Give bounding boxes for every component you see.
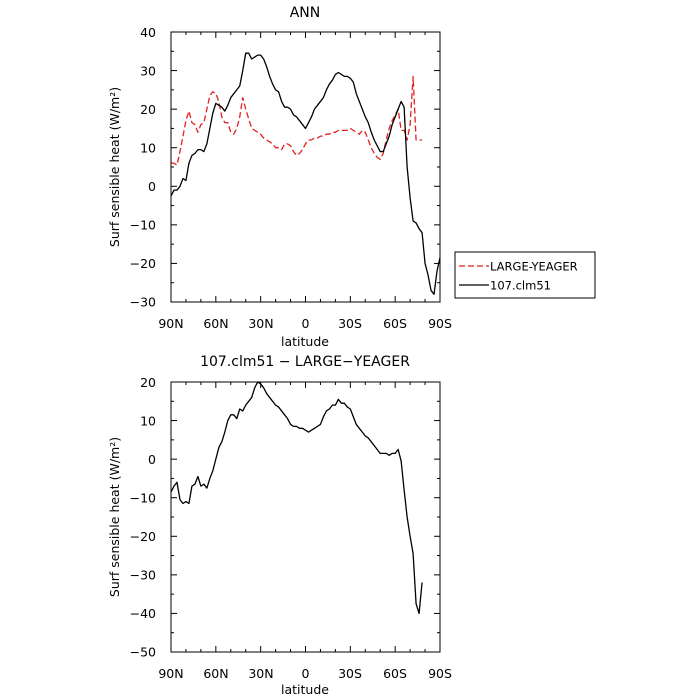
bottom-x-tick-label: 30S: [338, 666, 362, 681]
top-series-line-large-yeager: [171, 75, 423, 166]
bottom-y-tick-label: −50: [130, 645, 156, 660]
top-x-tick-label: 60S: [383, 316, 407, 331]
top-y-tick-labels: −30 −20 −10 0 10 20 30 40: [130, 25, 156, 310]
top-chart-panel: ANN 90N 60N 30N 0 30S 60S 90S −30 −20 −1…: [107, 5, 596, 349]
top-y-tick-label: −20: [130, 256, 156, 271]
legend-label-large-yeager: LARGE-YEAGER: [490, 260, 578, 274]
bottom-x-tick-label: 0: [302, 666, 310, 681]
top-x-tick-label: 60N: [203, 316, 228, 331]
bottom-x-tick-labels: 90N 60N 30N 0 30S 60S 90S: [158, 666, 452, 681]
top-y-tick-label: −10: [130, 218, 156, 233]
top-y-tick-label: 0: [148, 179, 156, 194]
bottom-y-tick-label: 10: [140, 414, 156, 429]
top-x-tick-label: 30N: [248, 316, 273, 331]
bottom-chart-title: 107.clm51 − LARGE−YEAGER: [200, 354, 410, 370]
bottom-y-tick-label: −40: [130, 606, 156, 621]
bottom-plot-frame: [170, 381, 441, 653]
top-y-tick-label: 30: [140, 64, 156, 79]
legend-label-clm51: 107.clm51: [490, 279, 551, 293]
top-x-tick-label: 0: [302, 316, 310, 331]
bottom-y-tick-label: −20: [130, 529, 156, 544]
bottom-x-tick-label: 90S: [428, 666, 452, 681]
top-chart-title: ANN: [290, 5, 321, 21]
bottom-y-tick-label: 0: [148, 452, 156, 467]
top-x-tick-label: 90S: [428, 316, 452, 331]
top-chart-lines: [170, 52, 441, 295]
top-chart-ticks: [170, 31, 441, 303]
top-series-line-107-clm51: [170, 52, 441, 295]
bottom-y-tick-label: 20: [140, 375, 156, 390]
bottom-chart-panel: 107.clm51 − LARGE−YEAGER 90N 60N 30N 0 3…: [107, 354, 452, 697]
bottom-series-line-difference: [170, 381, 423, 615]
top-x-axis-title: latitude: [281, 334, 329, 349]
top-plot-frame: [170, 31, 441, 303]
bottom-x-axis-title: latitude: [281, 682, 329, 697]
legend: LARGE-YEAGER 107.clm51: [454, 251, 596, 299]
top-y-tick-label: 20: [140, 102, 156, 117]
top-x-tick-label: 90N: [158, 316, 183, 331]
bottom-x-tick-label: 60S: [383, 666, 407, 681]
top-y-axis-title: Surf sensible heat (W/m²): [107, 87, 122, 247]
top-y-tick-label: 10: [140, 141, 156, 156]
bottom-x-tick-label: 90N: [158, 666, 183, 681]
bottom-y-tick-label: −30: [130, 568, 156, 583]
bottom-chart-lines: [170, 381, 423, 615]
top-y-tick-label: 40: [140, 25, 156, 40]
bottom-y-axis-title: Surf sensible heat (W/m²): [107, 437, 122, 597]
top-y-tick-label: −30: [130, 295, 156, 310]
legend-box: [454, 251, 596, 299]
top-x-tick-labels: 90N 60N 30N 0 30S 60S 90S: [158, 316, 452, 331]
top-x-tick-label: 30S: [338, 316, 362, 331]
bottom-y-tick-label: −10: [130, 491, 156, 506]
bottom-x-tick-label: 30N: [248, 666, 273, 681]
bottom-chart-ticks: [170, 381, 441, 653]
bottom-x-tick-label: 60N: [203, 666, 228, 681]
bottom-y-tick-labels: −50 −40 −30 −20 −10 0 10 20: [130, 375, 156, 660]
